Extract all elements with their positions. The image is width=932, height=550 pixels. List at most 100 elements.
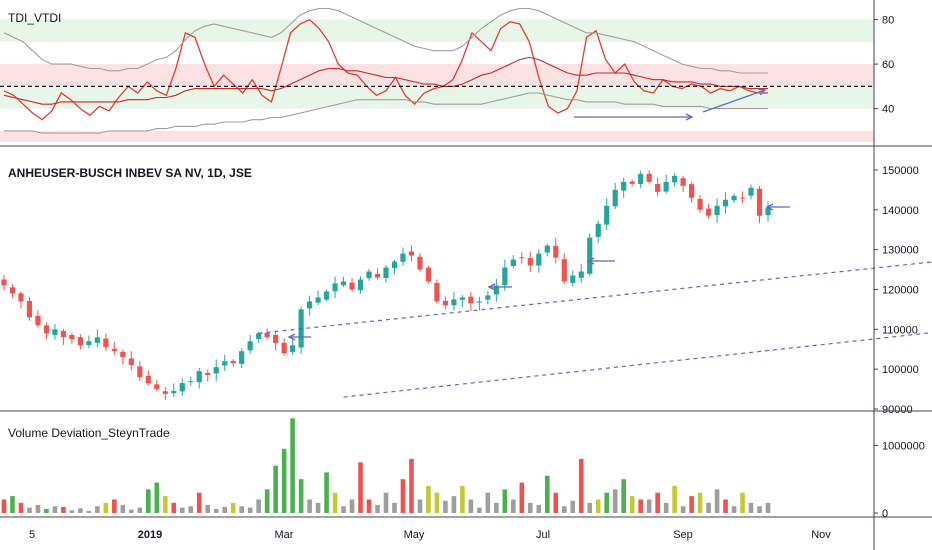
candle-body	[282, 343, 287, 353]
volume-bar	[358, 462, 363, 513]
volume-bar	[418, 499, 423, 513]
volume-bar	[528, 503, 533, 513]
volume-bar	[426, 486, 431, 513]
candle-body	[231, 361, 236, 363]
tdi-tick-label: 60	[882, 59, 894, 71]
candle-body	[706, 209, 711, 216]
candle-body	[757, 189, 762, 216]
volume-tick-label: 1000000	[882, 440, 925, 452]
candle-body	[129, 358, 134, 365]
candle-body	[137, 366, 142, 377]
candle-body	[332, 283, 337, 291]
candle-body	[214, 367, 219, 373]
price-tick-label: 90000	[882, 404, 913, 416]
volume-bar	[87, 511, 92, 513]
candle-body	[163, 391, 168, 394]
candle-body	[630, 182, 635, 184]
candle-body	[18, 293, 23, 301]
tdi-red-band	[0, 131, 874, 142]
candle-body	[697, 199, 702, 210]
candle-body	[383, 268, 388, 278]
tdi-red-band	[0, 64, 874, 86]
time-tick-label: Jul	[536, 529, 550, 541]
candle-body	[265, 333, 270, 337]
candle-body	[103, 339, 108, 348]
candle-body	[146, 376, 151, 383]
volume-bar	[596, 499, 601, 513]
volume-bar	[477, 508, 482, 513]
volume-bar	[333, 493, 338, 513]
candle-body	[154, 384, 159, 389]
volume-bar	[384, 493, 389, 513]
volume-bar	[121, 505, 126, 513]
volume-bar	[604, 493, 609, 513]
candle-body	[256, 333, 261, 339]
candle-body	[69, 335, 74, 339]
candle-body	[86, 341, 91, 345]
volume-bar	[341, 506, 346, 513]
candle-body	[723, 200, 728, 207]
volume-bar	[138, 508, 143, 513]
time-tick-label: Mar	[275, 529, 294, 541]
volume-bar	[95, 506, 100, 513]
volume-bar	[655, 493, 660, 513]
candle-body	[664, 182, 669, 192]
price-title: ANHEUSER-BUSCH INBEV SA NV, 1D, JSE	[8, 166, 252, 180]
volume-bar	[664, 503, 669, 513]
volume-bar	[503, 489, 508, 513]
volume-bar	[53, 506, 58, 513]
volume-bar	[154, 483, 159, 513]
volume-bar	[621, 479, 626, 513]
candle-body	[443, 301, 448, 305]
volume-bar	[265, 489, 270, 513]
volume-bar	[222, 507, 227, 513]
volume-bar	[698, 493, 703, 513]
price-tick-label: 130000	[882, 245, 919, 257]
candle-body	[290, 345, 295, 352]
volume-bar	[630, 496, 635, 513]
candle-body	[120, 352, 125, 357]
candle-body	[392, 262, 397, 268]
candle-body	[596, 224, 601, 237]
tdi-green-band	[0, 20, 874, 42]
volume-bar	[112, 499, 117, 513]
volume-bar	[706, 503, 711, 513]
candle-body	[349, 283, 354, 290]
volume-bar	[307, 499, 312, 513]
volume-bar	[2, 499, 7, 513]
volume-bar	[469, 499, 474, 513]
volume-bar	[19, 503, 24, 513]
candle-body	[672, 176, 677, 182]
candle-body	[519, 257, 524, 258]
candle-body	[485, 295, 490, 299]
candle-body	[638, 174, 643, 184]
volume-bar	[579, 459, 584, 513]
candle-body	[714, 206, 719, 215]
volume-bar	[681, 506, 686, 513]
volume-bar	[587, 503, 592, 513]
volume-bar	[715, 489, 720, 513]
tdi-title: TDI_VTDI	[8, 11, 61, 25]
volume-tick-label: 0	[882, 508, 888, 520]
candle-body	[52, 329, 57, 335]
volume-bar	[672, 486, 677, 513]
candle-body	[409, 252, 414, 256]
volume-bar	[27, 508, 32, 513]
candle-body	[562, 259, 567, 281]
volume-bar	[350, 499, 355, 513]
candle-body	[545, 246, 550, 253]
volume-bar	[494, 503, 499, 513]
candle-body	[112, 349, 117, 351]
candle-body	[553, 246, 558, 258]
volume-bar	[171, 503, 176, 513]
volume-bar	[239, 506, 244, 513]
volume-bar	[36, 505, 41, 513]
volume-bar	[324, 472, 329, 513]
volume-bar	[104, 503, 109, 513]
volume-bar	[562, 506, 567, 513]
candle-body	[307, 301, 312, 308]
volume-bar	[460, 486, 465, 513]
volume-bar	[299, 479, 304, 513]
volume-bar	[78, 508, 83, 513]
